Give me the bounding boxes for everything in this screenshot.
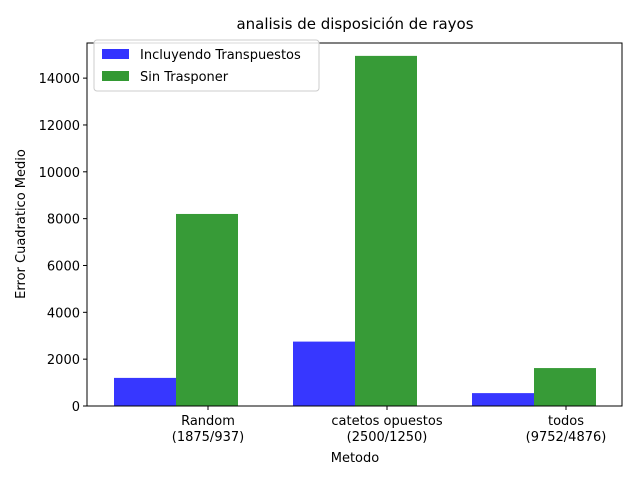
legend: Incluyendo Transpuestos Sin Trasponer <box>93 39 320 92</box>
y-tick-label: 12000 <box>39 119 80 134</box>
y-tick-label: 14000 <box>39 72 80 87</box>
y-tick-label: 0 <box>72 400 80 415</box>
axes-frame <box>86 42 623 407</box>
legend-entry: Sin Trasponer <box>140 70 229 85</box>
x-tick-label: catetos opuestos (2500/1250) <box>331 414 442 445</box>
y-tick-label: 2000 <box>47 353 80 368</box>
y-tick-label: 4000 <box>47 306 80 321</box>
legend-box <box>93 39 320 92</box>
y-axis: 0 2000 4000 6000 8000 10000 12000 14000 <box>39 72 87 415</box>
legend-swatch <box>102 71 129 81</box>
bar-incluyendo-transpuestos-1 <box>293 341 355 406</box>
bars-group <box>114 55 596 406</box>
legend-swatch <box>102 49 129 59</box>
bar-incluyendo-transpuestos-0 <box>114 377 176 406</box>
legend-entry: Incluyendo Transpuestos <box>140 48 301 63</box>
bar-sin-trasponer-1 <box>355 55 417 406</box>
bar-sin-trasponer-0 <box>176 213 238 406</box>
x-tick-label: Random (1875/937) <box>172 414 244 445</box>
bar-incluyendo-transpuestos-2 <box>472 393 534 406</box>
y-tick-label: 6000 <box>47 259 80 274</box>
x-axis: Random (1875/937) catetos opuestos (2500/12… <box>172 406 607 445</box>
x-tick-label: todos (9752/4876) <box>526 414 607 445</box>
y-tick-label: 10000 <box>39 166 80 181</box>
y-tick-label: 8000 <box>47 213 80 228</box>
y-axis-label: Error Cuadratico Medio <box>14 149 29 299</box>
x-axis-label: Metodo <box>331 451 380 466</box>
bar-sin-trasponer-2 <box>534 368 596 406</box>
chart-title: analisis de disposición de rayos <box>236 15 473 33</box>
